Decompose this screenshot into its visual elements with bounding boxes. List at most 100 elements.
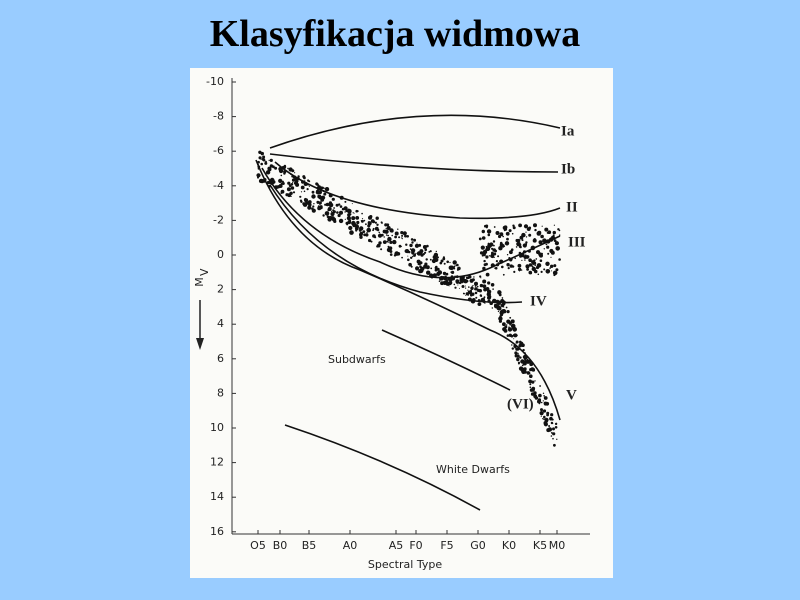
star (360, 220, 363, 222)
star (385, 227, 387, 230)
star (528, 372, 531, 375)
star (418, 269, 423, 274)
star (498, 316, 503, 321)
star (528, 379, 532, 384)
star (307, 183, 309, 186)
y-tick-label: -2 (213, 213, 224, 226)
star (534, 264, 536, 267)
star (394, 235, 397, 239)
class-curves (255, 114, 561, 511)
star (531, 380, 535, 384)
star (398, 236, 401, 239)
star (287, 181, 291, 185)
star (359, 235, 363, 239)
star (482, 238, 484, 240)
star (288, 167, 293, 172)
star (504, 325, 508, 329)
star (492, 298, 497, 304)
star (542, 400, 544, 402)
star (524, 243, 528, 246)
star (525, 254, 527, 256)
star (544, 227, 549, 232)
star (432, 273, 437, 278)
star (509, 316, 512, 319)
star (370, 240, 373, 243)
star (470, 286, 474, 290)
star (559, 234, 561, 236)
star (257, 167, 260, 170)
star (504, 241, 510, 246)
star (363, 233, 366, 237)
star (413, 238, 416, 242)
star (555, 268, 559, 272)
star (302, 175, 306, 179)
star (483, 296, 486, 299)
star (328, 201, 332, 205)
star (536, 263, 542, 268)
star (359, 231, 364, 236)
star (521, 239, 524, 242)
star (545, 243, 548, 246)
star (476, 285, 479, 288)
star (510, 248, 514, 251)
star (507, 267, 510, 270)
star (347, 213, 351, 217)
star (458, 287, 460, 289)
star (347, 220, 352, 225)
star (485, 224, 489, 228)
star (492, 240, 496, 243)
star (260, 162, 264, 166)
star (551, 418, 554, 421)
star (524, 259, 526, 261)
star (338, 203, 341, 206)
star (517, 349, 520, 351)
star (324, 203, 327, 206)
star (410, 265, 413, 268)
star (521, 343, 525, 348)
star (483, 259, 486, 263)
x-tick-label: B5 (302, 539, 317, 552)
star (497, 262, 500, 264)
star (267, 166, 272, 171)
star (387, 246, 392, 251)
star (315, 182, 319, 186)
star (335, 203, 339, 207)
star (410, 248, 416, 253)
star (258, 156, 262, 160)
star (256, 173, 261, 178)
star (414, 253, 417, 256)
star (522, 354, 528, 360)
star (455, 279, 460, 284)
star (472, 298, 476, 302)
star (351, 203, 353, 205)
star (422, 245, 427, 249)
star (539, 259, 543, 263)
star (479, 251, 484, 255)
star (494, 266, 498, 270)
star (465, 292, 469, 296)
star (502, 322, 506, 327)
star (456, 263, 459, 267)
star (439, 261, 443, 265)
star (379, 232, 381, 234)
star (299, 195, 302, 198)
star (528, 233, 532, 237)
star (514, 354, 518, 358)
star (278, 178, 283, 183)
star (366, 232, 368, 234)
star (418, 262, 421, 264)
star (437, 256, 439, 259)
star (280, 189, 285, 194)
star (514, 346, 517, 349)
y-tick-label: -6 (213, 144, 224, 157)
star (434, 254, 438, 258)
star (291, 175, 294, 178)
star (257, 165, 261, 169)
star (351, 220, 356, 226)
star (401, 234, 404, 237)
star (405, 249, 409, 253)
star (506, 310, 510, 314)
star (294, 172, 296, 174)
star (417, 263, 420, 266)
